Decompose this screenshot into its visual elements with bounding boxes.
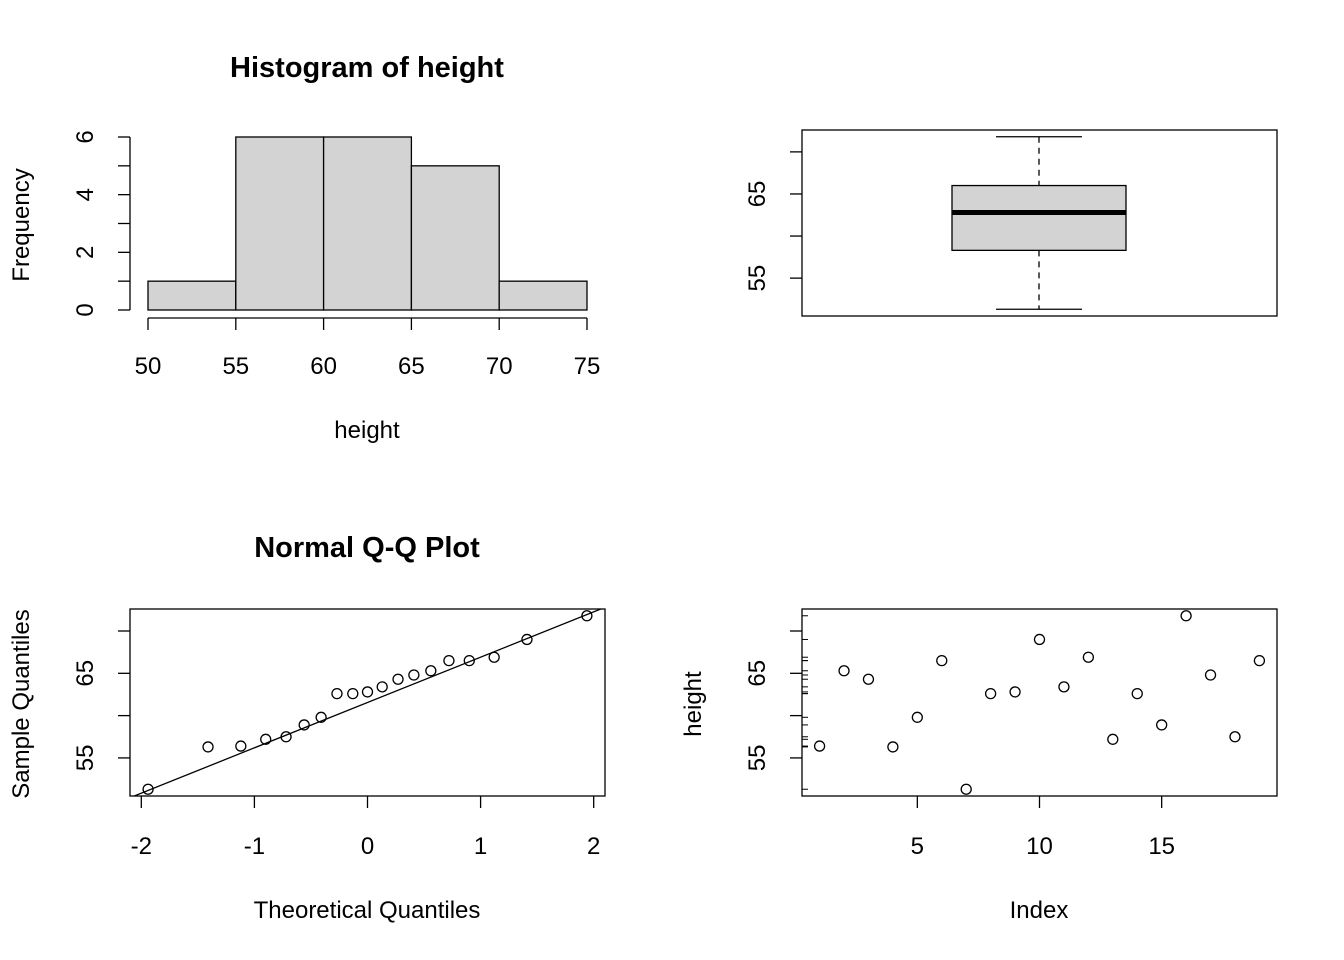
index-plot-panel: 5 10 15 55 65 Index height: [680, 608, 1278, 924]
qqplot-point: [392, 673, 404, 685]
index-plot-y-rug: [802, 615, 808, 790]
histogram-bar: [498, 280, 588, 311]
index-plot-point: [862, 673, 875, 685]
qqplot-point: [361, 686, 374, 698]
index-plot-point: [1033, 633, 1046, 646]
index-plot-point: [1131, 687, 1143, 700]
histogram-bar: [410, 165, 500, 311]
histogram-x-tick-label: 50: [135, 353, 162, 380]
histogram-title: Histogram of height: [230, 52, 504, 84]
qqplot-point: [315, 711, 327, 723]
qqplot-point: [463, 654, 475, 667]
histogram-y-tick-label: 2: [72, 246, 99, 259]
index-plot-x-tick-label: 5: [911, 833, 924, 860]
qqplot-x-axis: -2 -1 0 1 2: [131, 796, 600, 860]
histogram-bars: [147, 136, 588, 311]
boxplot-marks: [951, 136, 1127, 310]
qqplot-y-label: Sample Quantiles: [8, 609, 35, 798]
index-plot-y-axis: 55 65: [744, 630, 802, 772]
qqplot-point: [260, 733, 272, 745]
qqplot-x-tick-label: 2: [587, 833, 600, 860]
histogram-y-axis: 0 2 4 6: [72, 130, 131, 317]
qqplot-title: Normal Q-Q Plot: [254, 532, 480, 564]
index-plot-points: [813, 610, 1266, 795]
histogram-x-axis: 50 55 60 65 70 75: [135, 317, 601, 380]
index-plot-point: [960, 783, 972, 795]
histogram-x-label: height: [334, 417, 400, 444]
qqplot-point: [298, 719, 310, 731]
index-plot-x-axis: 5 10 15: [911, 796, 1175, 860]
qqplot-y-tick-label: 65: [72, 660, 99, 687]
index-plot-point: [1180, 610, 1192, 622]
qqplot-point: [408, 669, 420, 681]
qqplot-x-label: Theoretical Quantiles: [254, 897, 481, 924]
index-plot-x-tick-label: 10: [1026, 833, 1053, 860]
index-plot-y-label: height: [680, 671, 707, 737]
index-plot-x-label: Index: [1010, 897, 1069, 924]
qqplot-point: [581, 610, 593, 622]
index-plot-point: [936, 654, 948, 667]
index-plot-point: [1082, 651, 1095, 663]
boxplot-y-axis: 55 65: [744, 151, 802, 292]
qqplot-x-tick-label: -2: [131, 833, 152, 860]
histogram-y-tick-label: 0: [72, 303, 99, 316]
index-plot-point: [887, 741, 899, 753]
histogram-y-label: Frequency: [8, 168, 35, 281]
boxplot-y-tick-label: 65: [744, 181, 771, 208]
index-plot-point: [1253, 654, 1266, 667]
qqplot-point: [347, 687, 359, 700]
index-plot-y-tick-label: 65: [744, 660, 771, 687]
histogram-panel: Histogram of height 50 55 60 65 70 75 0 2 4 6 he…: [8, 52, 600, 444]
histogram-x-tick-label: 70: [486, 353, 513, 380]
qqplot-y-axis: 55 65: [72, 630, 130, 772]
qqplot-point: [280, 731, 292, 743]
qqplot-y-tick-label: 55: [72, 745, 99, 772]
index-plot-point: [1156, 719, 1168, 731]
qqplot-point: [488, 651, 500, 663]
index-plot-point: [1058, 681, 1070, 693]
qqplot-points: [142, 610, 593, 795]
qqplot-point: [142, 783, 154, 795]
histogram-x-tick-label: 75: [574, 353, 601, 380]
index-plot-point: [911, 711, 923, 723]
qqplot-point: [443, 654, 455, 667]
index-plot-frame: [801, 608, 1278, 797]
qqplot-line: [132, 609, 603, 796]
qqplot-point: [521, 633, 533, 646]
index-plot-point: [1229, 731, 1241, 743]
index-plot-point: [838, 665, 850, 677]
qqplot-point: [376, 681, 388, 693]
index-plot-point: [813, 740, 826, 752]
histogram-x-tick-label: 60: [310, 353, 337, 380]
qqplot-point: [235, 740, 247, 752]
histogram-y-tick-label: 6: [72, 130, 99, 143]
boxplot-frame: [801, 129, 1278, 317]
index-plot-point: [1107, 733, 1119, 745]
qqplot-point: [202, 741, 214, 753]
histogram-x-tick-label: 65: [398, 353, 425, 380]
qqplot-point: [425, 665, 437, 677]
boxplot-panel: 55 65: [744, 129, 1278, 317]
index-plot-point: [1204, 669, 1217, 681]
histogram-bar: [322, 136, 413, 311]
histogram-bar: [147, 280, 237, 311]
index-plot-point: [1009, 686, 1021, 698]
histogram-bar: [235, 136, 325, 311]
index-plot-y-tick-label: 55: [744, 745, 771, 772]
boxplot-box: [951, 184, 1127, 252]
qqplot-x-tick-label: 1: [474, 833, 487, 860]
index-plot-point: [984, 687, 997, 700]
qqplot-reference-line: [132, 609, 603, 796]
qqplot-x-tick-label: -1: [244, 833, 265, 860]
qqplot-point: [331, 687, 343, 700]
qqplot-x-tick-label: 0: [361, 833, 374, 860]
index-plot-x-tick-label: 15: [1148, 833, 1175, 860]
histogram-y-tick-label: 4: [72, 188, 99, 201]
histogram-x-tick-label: 55: [222, 353, 249, 380]
boxplot-y-tick-label: 55: [744, 265, 771, 292]
qqplot-panel: Normal Q-Q Plot -2 -1 0 1 2 55 65 Theoretical…: [8, 532, 606, 924]
